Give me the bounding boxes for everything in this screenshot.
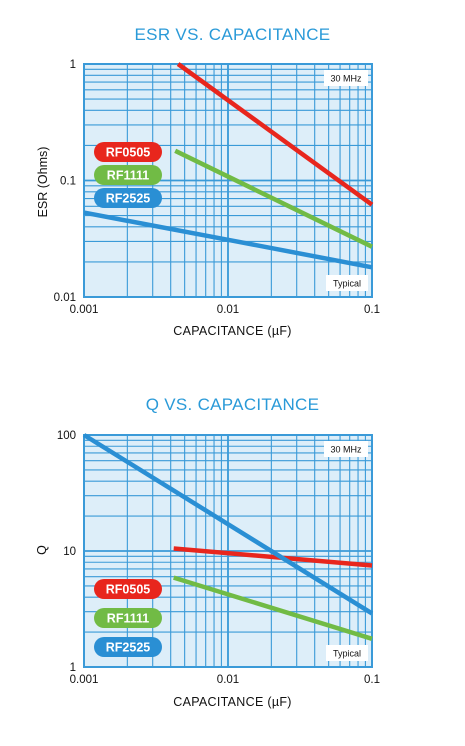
legend-label: RF2525: [106, 192, 151, 206]
annotation-box: [324, 441, 368, 457]
legend-label: RF0505: [106, 583, 151, 597]
annotation-frequency: 30 MHz: [330, 74, 362, 84]
y-tick-label: 100: [57, 430, 76, 442]
series-line-rf1111: [173, 575, 373, 641]
y-tick-label: 1: [70, 59, 76, 71]
x-tick-label: 0.001: [70, 674, 99, 686]
x-tick-label: 0.1: [364, 304, 380, 316]
annotation-box: [326, 275, 368, 291]
annotation-frequency: 30 MHz: [330, 445, 362, 455]
x-tick-label: 0.001: [70, 304, 99, 316]
legend-label: RF1111: [107, 612, 149, 626]
annotation-typical: Typical: [333, 279, 361, 289]
y-tick-label: 0.1: [60, 176, 76, 188]
plot-border: [83, 63, 373, 298]
series-line-rf2525: [83, 210, 373, 270]
legend-label: RF0505: [106, 146, 151, 160]
y-tick-label: 0.01: [54, 292, 76, 304]
series-line-rf2525: [82, 433, 374, 616]
chart-title: ESR VS. CAPACITANCE: [134, 25, 331, 44]
x-tick-label: 0.1: [364, 674, 380, 686]
q-chart: Q VS. CAPACITANCE Q CAPACITANCE (µF) 0.0…: [0, 373, 465, 746]
legend-label: RF1111: [107, 169, 149, 183]
legend-badge-shape: [94, 608, 162, 628]
legend-badge-shape: [94, 165, 162, 185]
legend-badge-rf0505: RF0505: [94, 142, 162, 162]
y-tick-label: 10: [63, 546, 76, 558]
chart-title: Q VS. CAPACITANCE: [145, 395, 320, 414]
legend-badge-rf0505: RF0505: [94, 579, 162, 599]
series-line-rf0505: [176, 62, 374, 207]
series-line-rf1111: [174, 148, 373, 249]
x-axis-label: CAPACITANCE (µF): [173, 324, 292, 338]
grid: [83, 63, 373, 298]
q-plot: 0.001 0.01 0.1 1 10 100 30 MHz Typical RF0505 RF1…: [57, 430, 380, 686]
x-tick-label: 0.01: [217, 674, 239, 686]
annotation-box: [324, 70, 368, 86]
legend-badge-rf2525: RF2525: [94, 637, 162, 657]
y-tick-label: 1: [70, 662, 76, 674]
series-line-rf0505: [173, 546, 373, 568]
x-axis-label: CAPACITANCE (µF): [173, 695, 292, 709]
legend-badge-rf2525: RF2525: [94, 188, 162, 208]
legend-badge-rf1111: RF1111: [94, 165, 162, 185]
plot-border: [83, 434, 373, 668]
x-tick-label: 0.01: [217, 304, 239, 316]
legend-badge-shape: [94, 142, 162, 162]
esr-chart: ESR VS. CAPACITANCE ESR (Ohms) CAPACITAN…: [36, 25, 380, 338]
annotation-typical: Typical: [333, 649, 361, 659]
legend-badge-shape: [94, 188, 162, 208]
legend-badge-rf1111: RF1111: [94, 608, 162, 628]
legend-label: RF2525: [106, 641, 151, 655]
legend-badge-shape: [94, 637, 162, 657]
annotation-box: [326, 645, 368, 661]
legend-badge-shape: [94, 579, 162, 599]
